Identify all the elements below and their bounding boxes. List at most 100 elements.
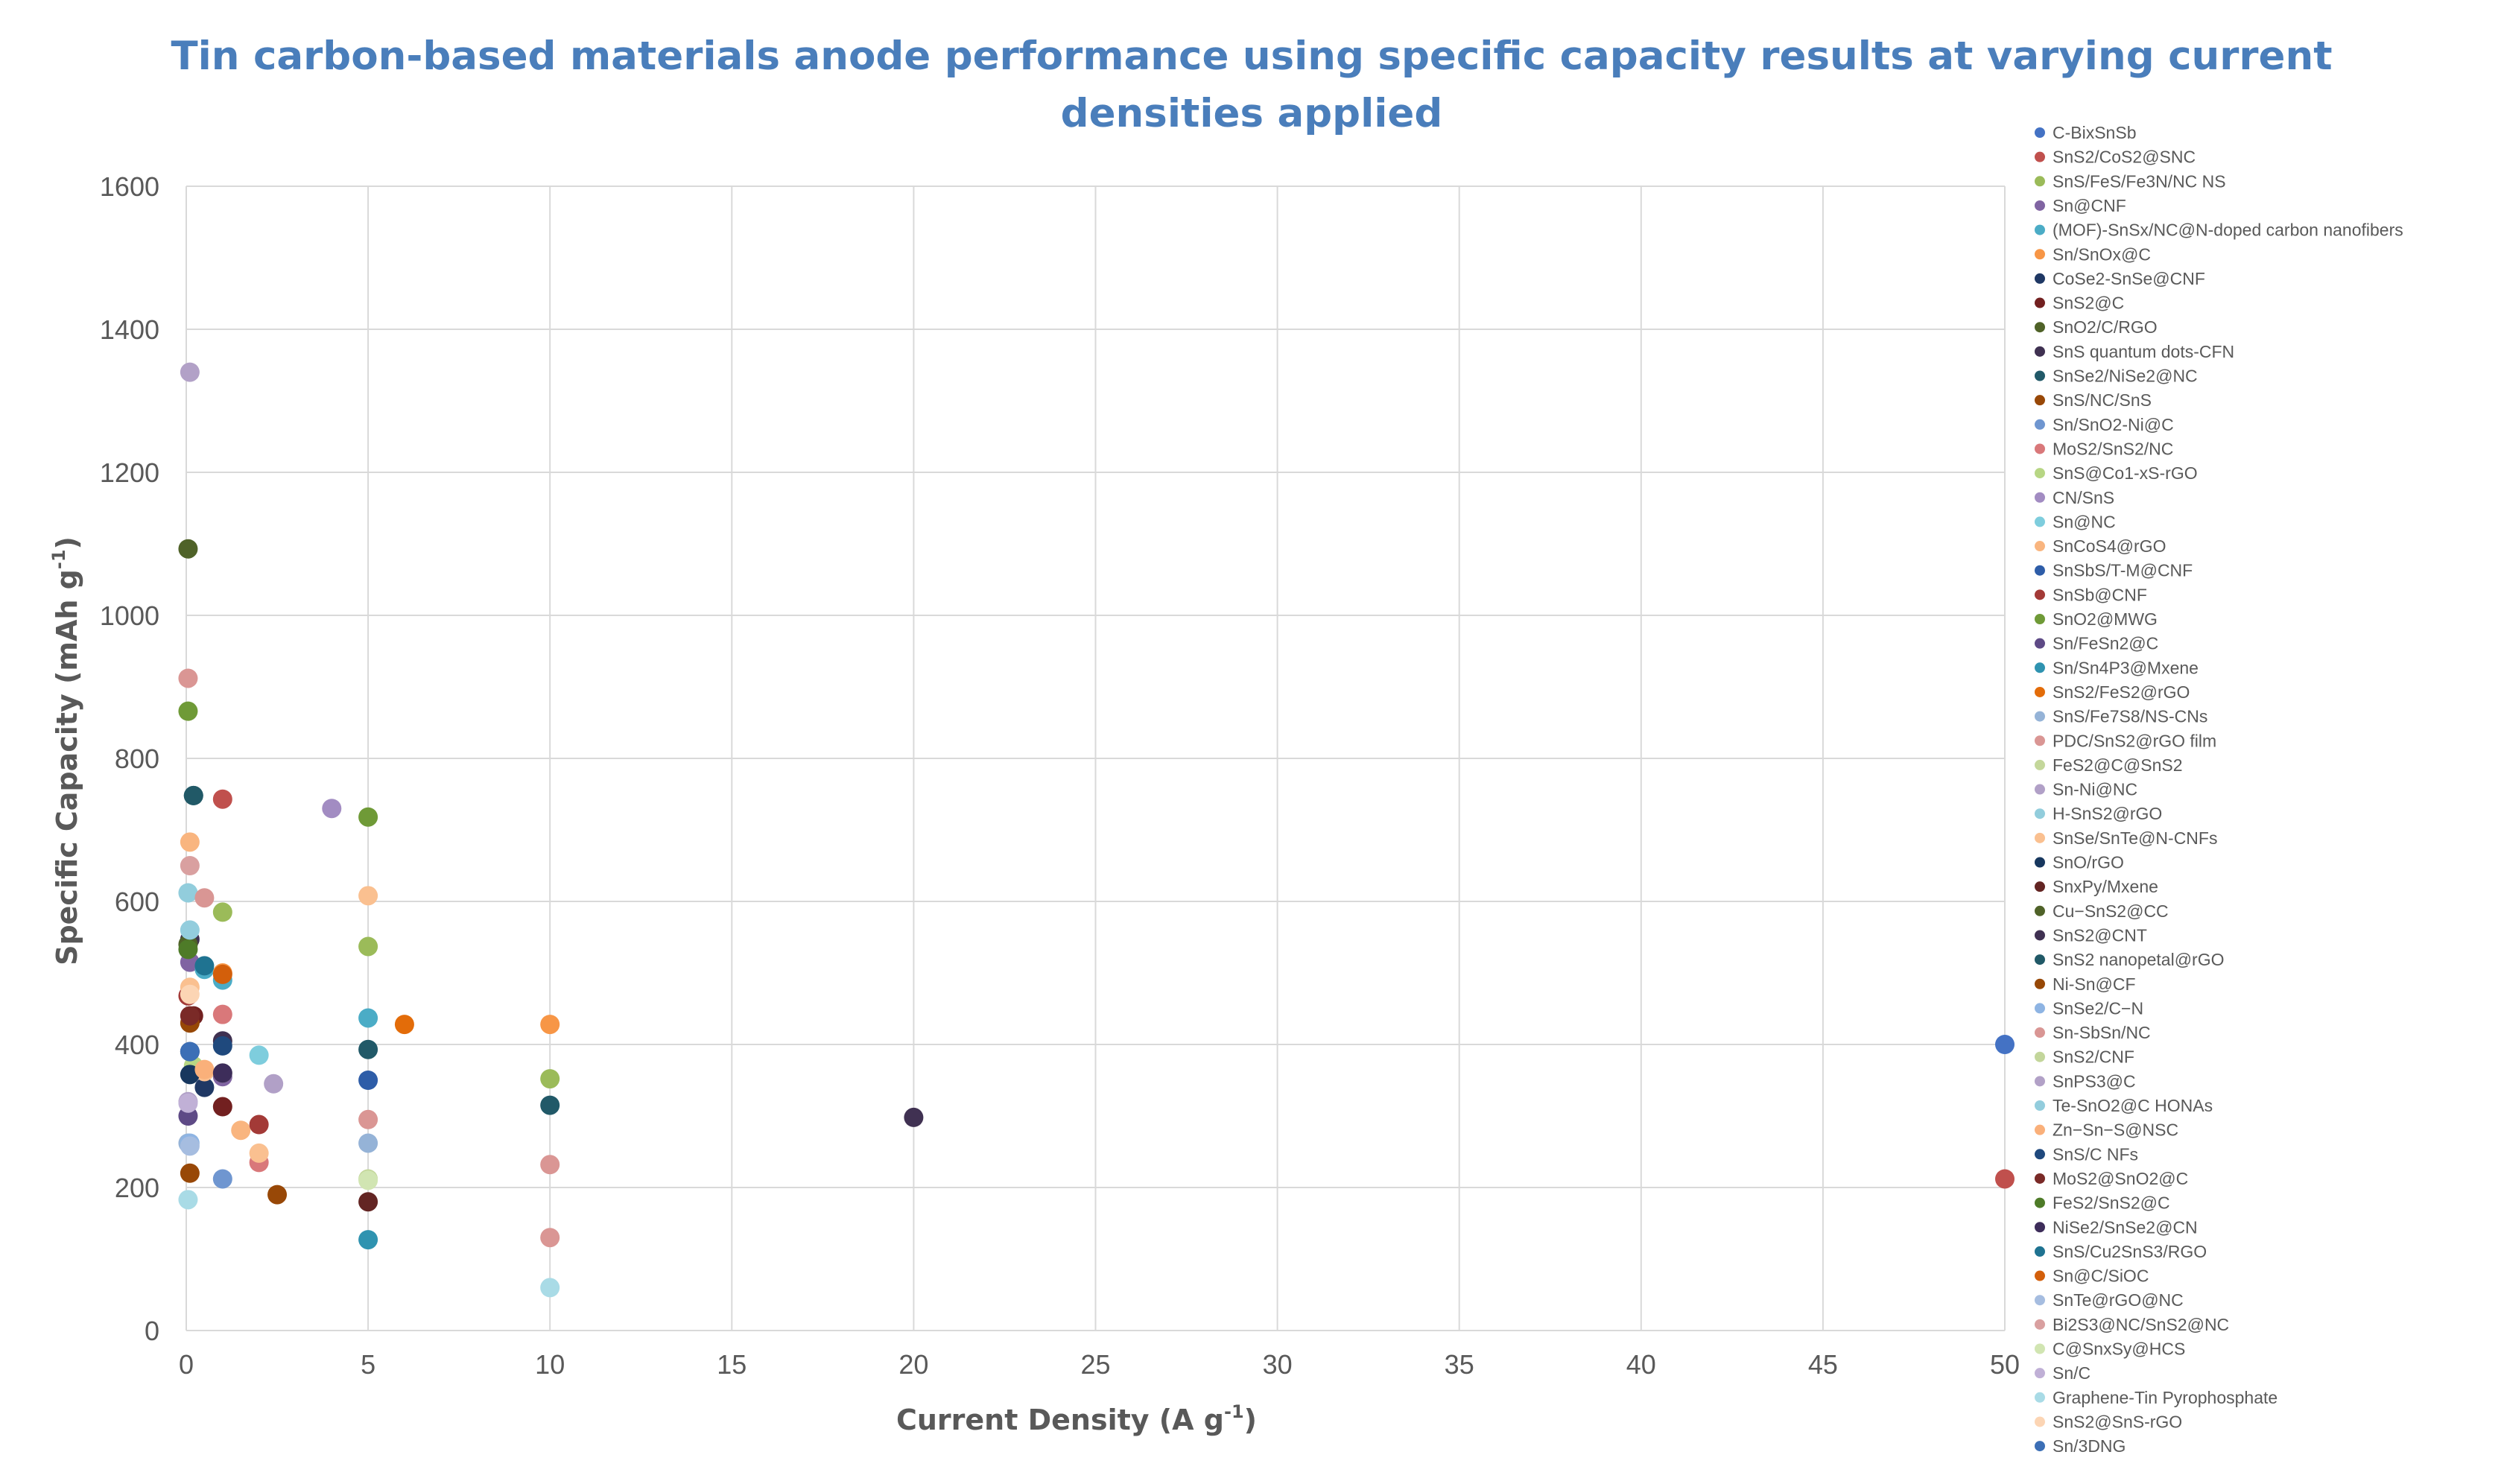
legend-label: SnSe2/NiSe2@NC (2053, 367, 2198, 386)
data-point (194, 1059, 215, 1079)
data-point (249, 1114, 269, 1135)
legend-marker (2035, 297, 2045, 308)
legend-label: Sn/SnO2-Ni@C (2053, 415, 2174, 434)
legend-entry: Cu−SnS2@CC (2035, 901, 2169, 921)
legend-entry: SnSe/SnTe@N-CNFs (2035, 828, 2217, 848)
data-point (1995, 1169, 2015, 1189)
legend-marker (2035, 1246, 2045, 1257)
legend-label: Zn−Sn−S@NSC (2053, 1120, 2178, 1140)
legend-entry: Sn/SnOx@C (2035, 244, 2151, 264)
legend-label: Cu−SnS2@CC (2053, 901, 2169, 921)
legend-entry: Sn/3DNG (2035, 1436, 2126, 1456)
legend-marker (2035, 1051, 2045, 1062)
legend-label: NiSe2/SnSe2@CN (2053, 1217, 2198, 1237)
legend-entry: Ni-Sn@CF (2035, 974, 2136, 994)
legend-entry: SnS2@CNT (2035, 925, 2147, 945)
legend-marker (2035, 370, 2045, 381)
legend-entry: C-BixSnSb (2035, 123, 2136, 142)
data-point (212, 1169, 232, 1189)
data-point (358, 1008, 378, 1028)
legend-entry: Graphene-Tin Pyrophosphate (2035, 1388, 2277, 1407)
data-point (178, 668, 198, 688)
legend-marker (2035, 857, 2045, 868)
legend-label: SnS quantum dots-CFN (2053, 342, 2234, 361)
legend-marker (2035, 322, 2045, 333)
legend-entry: SnS2@SnS-rGO (2035, 1412, 2182, 1431)
x-tick-label: 50 (1990, 1349, 2020, 1380)
legend-marker (2035, 662, 2045, 673)
data-point (180, 1041, 200, 1062)
x-axis-title-sup: -1 (1224, 1401, 1244, 1422)
legend-entry: (MOF)-SnSx/NC@N-doped carbon nanofibers (2035, 221, 2403, 240)
legend-entry: H-SnS2@rGO (2035, 804, 2162, 823)
legend-entry: SnS/C NFs (2035, 1144, 2138, 1164)
legend-label: SnS2@SnS-rGO (2053, 1412, 2182, 1431)
x-tick-label: 40 (1626, 1349, 1656, 1380)
data-point (1995, 1035, 2015, 1054)
data-point (180, 984, 200, 1004)
data-point (180, 920, 200, 940)
legend-entry: Sn@CNF (2035, 196, 2126, 215)
legend-label: (MOF)-SnSx/NC@N-doped carbon nanofibers (2053, 221, 2403, 240)
legend-entry: MoS2/SnS2/NC (2035, 439, 2173, 458)
legend-marker (2035, 1173, 2045, 1184)
legend-entry: CoSe2-SnSe@CNF (2035, 269, 2205, 288)
data-point (178, 539, 198, 559)
legend-entry: Sn@C/SiOC (2035, 1266, 2149, 1286)
data-point (212, 1097, 232, 1117)
data-point (180, 832, 200, 852)
legend-marker (2035, 1027, 2045, 1039)
legend-marker (2035, 516, 2045, 527)
data-point (322, 799, 342, 819)
legend-entry: Sn@NC (2035, 512, 2116, 531)
legend-marker (2035, 1392, 2045, 1403)
legend-entry: SnS/FeS/Fe3N/NC NS (2035, 171, 2226, 191)
data-point (540, 1228, 560, 1248)
data-point (358, 886, 378, 906)
data-point (540, 1069, 560, 1089)
legend-marker (2035, 930, 2045, 941)
y-tick-label: 600 (115, 887, 159, 917)
legend-entry: Sn-Ni@NC (2035, 780, 2137, 799)
data-point (212, 1036, 232, 1056)
x-tick-label: 5 (361, 1349, 375, 1380)
legend-marker (2035, 881, 2045, 892)
legend-entry: SnSe2/C−N (2035, 998, 2143, 1018)
legend-entry: Sn/C (2035, 1363, 2090, 1383)
legend-entry: C@SnxSy@HCS (2035, 1339, 2185, 1359)
legend-label: H-SnS2@rGO (2053, 804, 2162, 823)
legend-marker (2035, 954, 2045, 965)
data-point (212, 1063, 232, 1083)
legend-label: Sn@C/SiOC (2053, 1266, 2149, 1286)
legend-entry: SnO2/C/RGO (2035, 317, 2158, 337)
legend-label: SnS2/CoS2@SNC (2053, 148, 2196, 167)
legend-entry: NiSe2/SnSe2@CN (2035, 1217, 2198, 1237)
legend-label: CN/SnS (2053, 488, 2114, 507)
legend-marker (2035, 1222, 2045, 1233)
legend-label: SnS/FeS/Fe3N/NC NS (2053, 171, 2226, 191)
legend-entry: SnS@Co1-xS-rGO (2035, 463, 2198, 483)
x-axis-title-main: Current Density (A g (896, 1404, 1224, 1436)
legend-entry: CN/SnS (2035, 488, 2114, 507)
legend-label: Sn/Sn4P3@Mxene (2053, 658, 2199, 677)
data-point (212, 789, 232, 809)
legend-label: C@SnxSy@HCS (2053, 1339, 2185, 1359)
legend-marker (2035, 151, 2045, 162)
legend-marker (2035, 273, 2045, 284)
legend-marker (2035, 1076, 2045, 1087)
data-point (249, 1143, 269, 1163)
legend-marker (2035, 1441, 2045, 1452)
legend-marker (2035, 905, 2045, 916)
legend-label: MoS2/SnS2/NC (2053, 439, 2173, 458)
legend-label: Te-SnO2@C HONAs (2053, 1096, 2213, 1115)
data-point (540, 1095, 560, 1115)
data-point (180, 362, 200, 382)
legend-label: SnS/C NFs (2053, 1144, 2138, 1164)
x-axis-title-end: ) (1244, 1404, 1257, 1436)
x-tick-label: 15 (717, 1349, 747, 1380)
legend-entry: Te-SnO2@C HONAs (2035, 1096, 2213, 1115)
chart-title-line-1: Tin carbon-based materials anode perform… (171, 34, 2332, 79)
x-tick-label: 25 (1080, 1349, 1110, 1380)
legend-entry: SnS quantum dots-CFN (2035, 342, 2234, 361)
